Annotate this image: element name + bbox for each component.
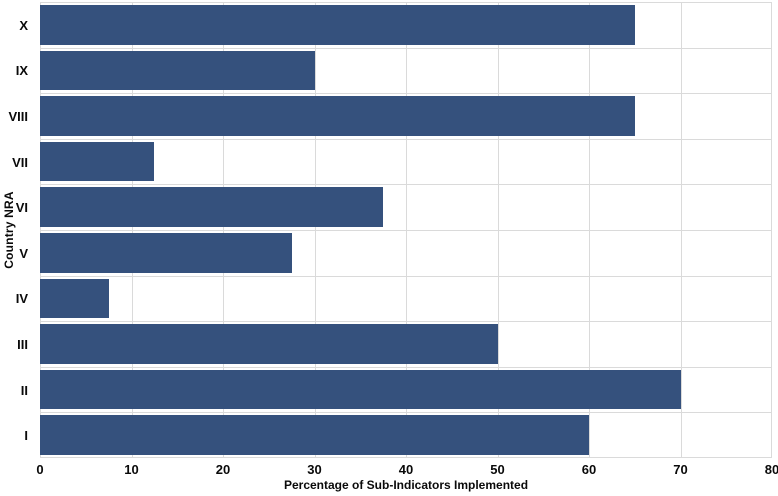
bar-II: [40, 369, 681, 410]
x-tick-label-20: 20: [215, 462, 231, 477]
bar-IX: [40, 50, 315, 91]
vertical-gridline: [771, 2, 772, 458]
bar-VII: [40, 141, 155, 182]
vertical-gridline: [131, 2, 133, 458]
x-tick-label-40: 40: [398, 462, 414, 477]
x-axis-tick-labels: 0 10 20 30 40 50 60 70 80: [36, 462, 778, 478]
y-tick-label-IV: IV: [15, 291, 28, 307]
x-axis-title: Percentage of Sub-Indicators Implemented: [283, 478, 529, 492]
x-tick-label-70: 70: [673, 462, 688, 477]
y-tick-label-IX: IX: [15, 63, 28, 79]
vertical-gridline: [223, 2, 224, 458]
bar-III: [40, 324, 498, 364]
y-tick-label-II: II: [20, 382, 28, 398]
y-tick-label-VII: VII: [12, 154, 28, 170]
y-tick-label-VI: VI: [15, 200, 28, 216]
vertical-gridline: [406, 2, 407, 458]
vertical-gridline: [497, 2, 499, 458]
x-tick-label-80: 80: [764, 462, 778, 477]
y-tick-label-X: X: [19, 17, 28, 33]
bar-X: [40, 5, 635, 45]
y-tick-label-VIII: VIII: [8, 109, 28, 124]
x-tick-label-30: 30: [307, 462, 322, 477]
x-tick-label-10: 10: [124, 462, 139, 477]
bar-I: [40, 415, 589, 455]
x-tick-label-50: 50: [490, 462, 505, 477]
bar-VI: [40, 187, 384, 227]
y-tick-label-III: III: [17, 337, 28, 352]
x-tick-label-60: 60: [581, 462, 597, 477]
y-tick-label-V: V: [19, 245, 28, 261]
bar-VIII: [40, 96, 635, 136]
y-tick-label-I: I: [24, 428, 28, 444]
vertical-gridline: [680, 2, 682, 458]
vertical-gridline: [314, 2, 316, 458]
x-tick-label-0: 0: [36, 462, 44, 477]
bar-V: [40, 233, 292, 273]
bar-IV: [40, 278, 109, 319]
vertical-gridline: [40, 2, 41, 458]
plot-area: [40, 2, 772, 458]
vertical-gridline: [589, 2, 590, 458]
y-axis-tick-labels: X IX VIII VII VI V IV III II I: [0, 2, 34, 458]
